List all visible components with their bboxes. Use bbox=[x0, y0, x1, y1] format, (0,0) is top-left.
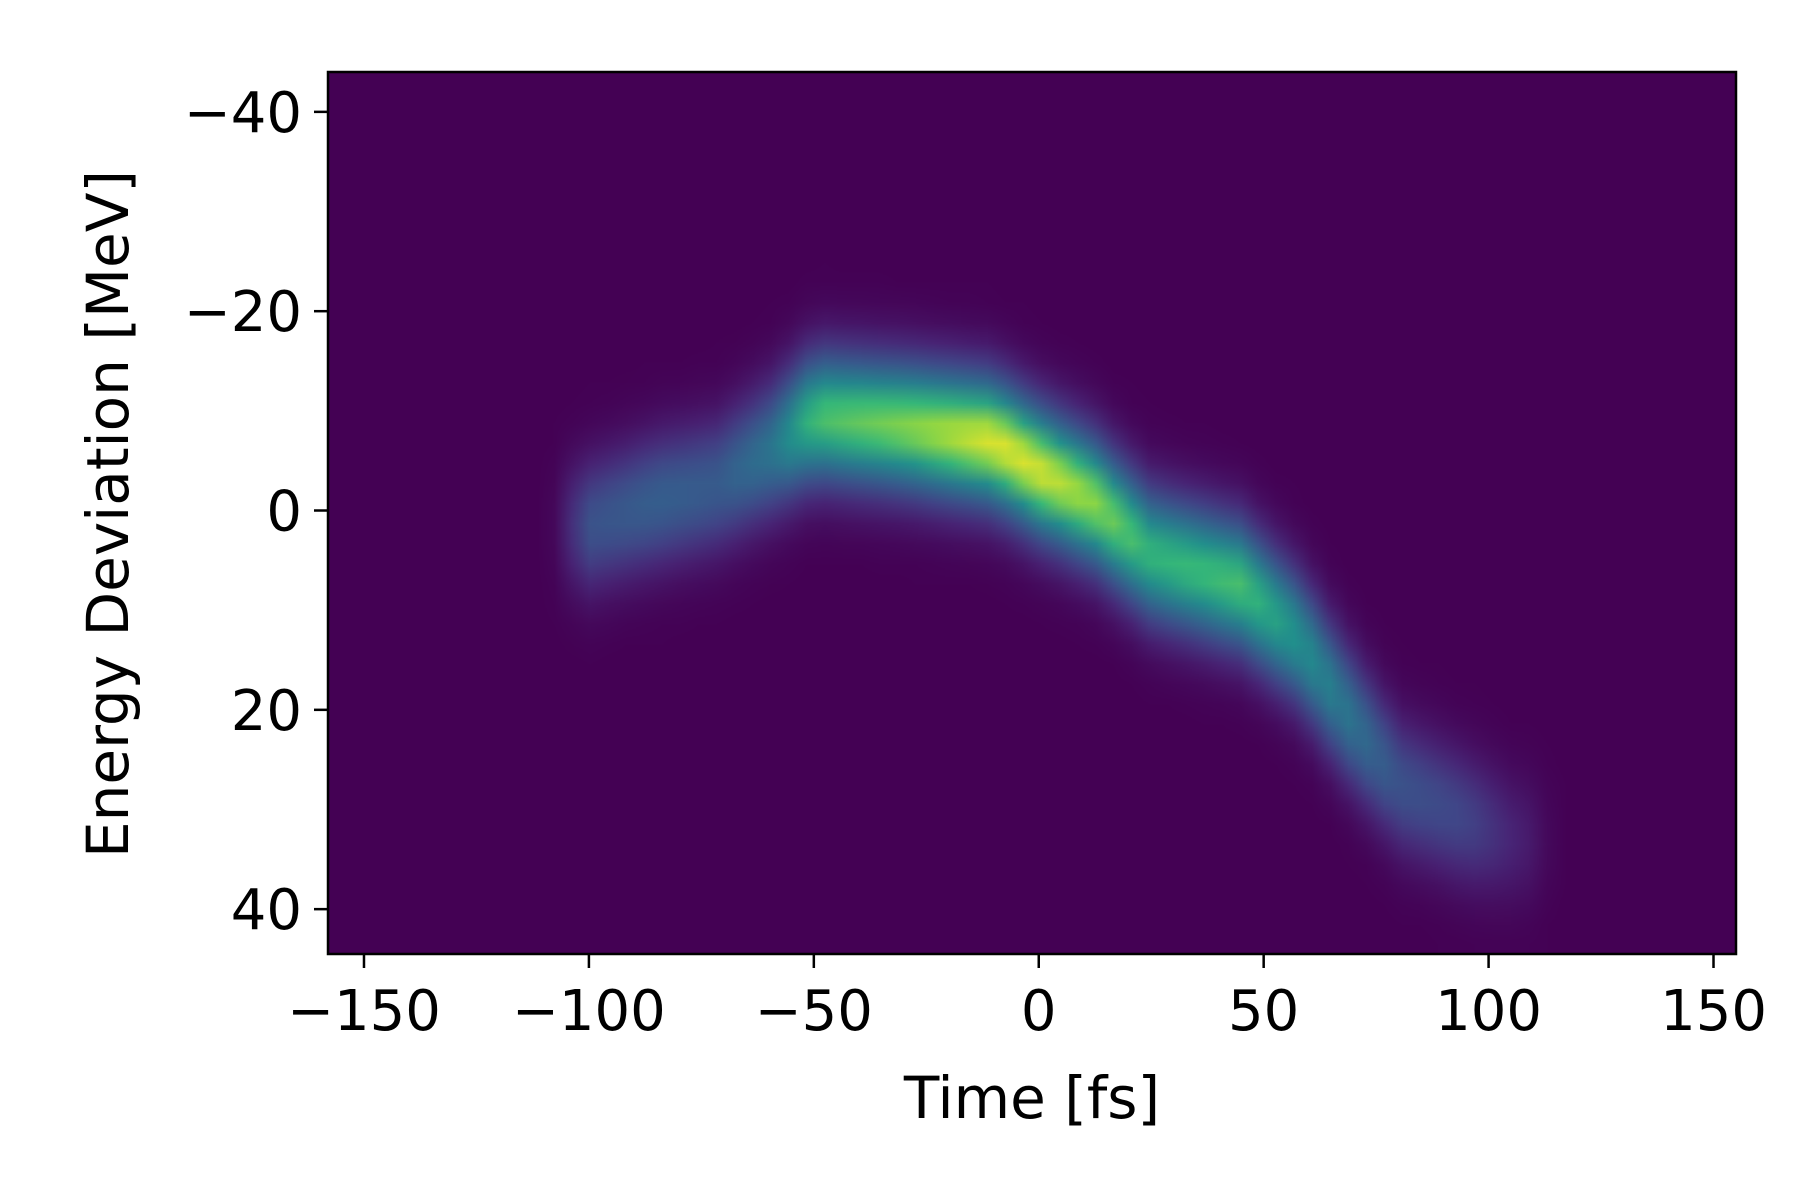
x-tick-label: 150 bbox=[1660, 979, 1767, 1044]
y-axis: −40 −20 0 20 40 bbox=[184, 81, 328, 943]
x-tick-label: 0 bbox=[1021, 979, 1057, 1044]
y-tick-label: −20 bbox=[184, 280, 302, 345]
y-tick-label: 40 bbox=[231, 878, 302, 943]
x-tick-label: 100 bbox=[1435, 979, 1542, 1044]
heatmap-image bbox=[328, 72, 1736, 954]
plot-area bbox=[326, 70, 1738, 956]
x-axis: −150 −100 −50 0 50 100 150 bbox=[287, 954, 1767, 1044]
x-tick-label: 50 bbox=[1228, 979, 1299, 1044]
x-tick-label: −50 bbox=[755, 979, 873, 1044]
x-axis-label: Time [fs] bbox=[903, 1064, 1160, 1132]
y-tick-label: 0 bbox=[266, 480, 302, 545]
x-tick-label: −100 bbox=[512, 979, 666, 1044]
x-tick-label: −150 bbox=[287, 979, 441, 1044]
plot-frame bbox=[326, 70, 1738, 956]
y-axis-label: Energy Deviation [MeV] bbox=[74, 170, 142, 858]
y-tick-label: 20 bbox=[231, 679, 302, 744]
y-tick-label: −40 bbox=[184, 81, 302, 146]
